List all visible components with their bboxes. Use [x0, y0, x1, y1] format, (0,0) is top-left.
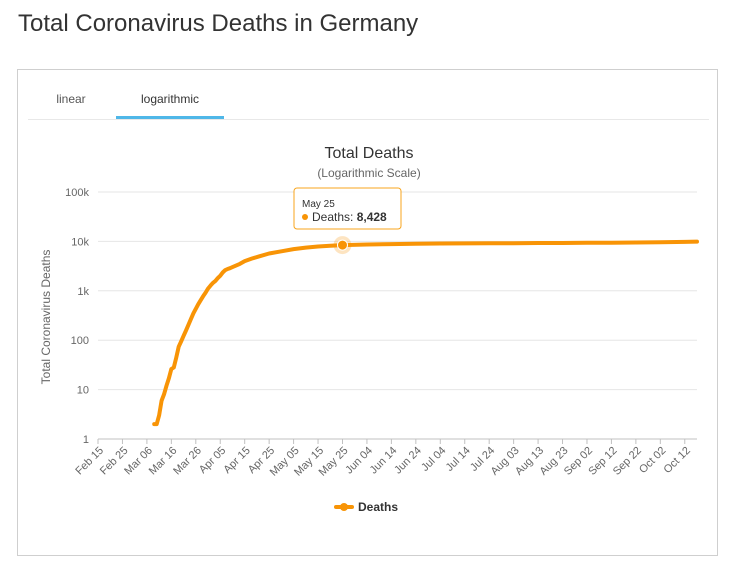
x-tick-label: Jun 24 [392, 445, 424, 477]
tooltip: May 25 Deaths: 8,428 [293, 187, 402, 230]
legend[interactable]: Deaths [334, 500, 398, 514]
tooltip-value: 8,428 [357, 210, 387, 224]
tooltip-line: Deaths: 8,428 [312, 210, 387, 224]
page-title: Total Coronavirus Deaths in Germany [18, 10, 419, 37]
tooltip-series-label: Deaths [312, 210, 350, 224]
x-tick-label: Jul 04 [419, 445, 448, 474]
y-tick-label: 1 [83, 434, 89, 446]
y-tick-label: 100 [71, 335, 89, 347]
scale-tabs: linear logarithmic [28, 70, 709, 120]
y-tick-label: 1k [77, 286, 89, 298]
chart-panel: linear logarithmic [17, 69, 718, 556]
tab-logarithmic[interactable]: logarithmic [140, 92, 200, 106]
tooltip-series-marker [302, 214, 308, 220]
y-axis-label: Total Coronavirus Deaths [39, 250, 53, 385]
hover-point[interactable] [336, 239, 348, 251]
tooltip-box [293, 187, 402, 230]
x-tick-label: Jul 14 [444, 445, 473, 474]
deaths-series-line[interactable] [152, 239, 699, 427]
y-tick-label: 10k [71, 236, 89, 248]
y-tick-label: 100k [65, 187, 89, 199]
tooltip-separator: : [350, 210, 357, 224]
x-tick-label: Mar 26 [171, 445, 204, 478]
chart-title: Total Deaths [325, 145, 414, 162]
y-tick-labels: 1 10 100 1k 10k 100k [65, 187, 89, 446]
tab-linear[interactable]: linear [56, 92, 86, 106]
x-tick-label: Oct 12 [661, 445, 692, 476]
active-tab-indicator [116, 116, 224, 119]
legend-label[interactable]: Deaths [358, 500, 398, 514]
x-tick-label: Apr 15 [221, 445, 252, 476]
legend-dot-marker [340, 503, 348, 511]
chart-subtitle: (Logarithmic Scale) [317, 166, 420, 180]
x-tick-label: Oct 02 [637, 445, 668, 476]
tooltip-date: May 25 [302, 199, 335, 210]
y-tick-label: 10 [77, 385, 89, 397]
gridlines [97, 191, 697, 444]
x-tick-label: Apr 05 [197, 445, 228, 476]
